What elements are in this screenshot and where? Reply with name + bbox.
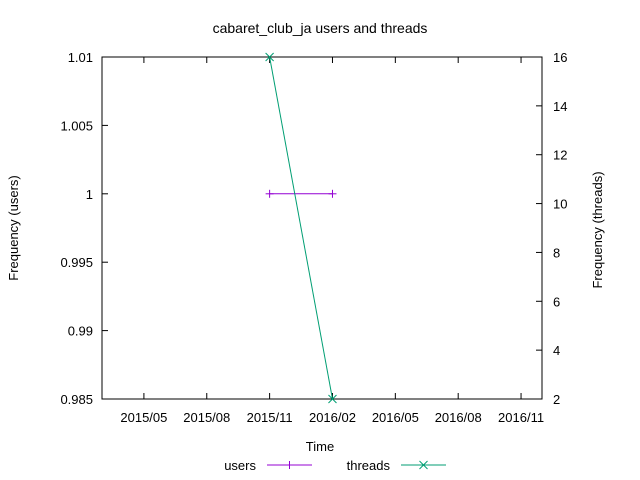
left-y-tick-label: 0.99 <box>68 324 93 339</box>
left-y-tick-label: 1 <box>86 187 93 202</box>
legend: users threads <box>224 458 446 473</box>
x-tick-label: 2015/05 <box>120 410 167 425</box>
right-y-axis-label: Frequency (threads) <box>590 171 605 288</box>
x-tick-label: 2016/08 <box>435 410 482 425</box>
chart-title: cabaret_club_ja users and threads <box>213 20 428 36</box>
point-marker <box>328 394 337 404</box>
x-tick-label: 2016/02 <box>309 410 356 425</box>
right-y-tick-label: 2 <box>553 392 560 407</box>
point-marker <box>265 52 274 62</box>
x-tick-label: 2016/11 <box>498 410 544 425</box>
x-axis-label: Time <box>306 439 334 454</box>
x-tick-label: 2015/11 <box>247 410 293 425</box>
point-marker <box>419 460 428 470</box>
left-y-tick-label: 1.005 <box>60 118 93 133</box>
left-y-tick-label: 1.01 <box>68 50 93 65</box>
left-y-axis-label: Frequency (users) <box>6 175 21 280</box>
right-y-tick-label: 14 <box>553 99 567 114</box>
legend-label: threads <box>347 458 391 473</box>
left-y-axis: 0.985 0.99 0.995 1 1.005 1.01 <box>60 50 108 407</box>
series-threads <box>265 52 337 404</box>
right-y-tick-label: 6 <box>553 294 560 309</box>
right-y-tick-label: 10 <box>553 197 567 212</box>
left-y-tick-label: 0.995 <box>60 255 93 270</box>
x-axis: 2015/05 2015/08 2015/11 2016/02 2016/05 2016/… <box>120 57 544 425</box>
x-tick-label: 2015/08 <box>183 410 230 425</box>
right-y-tick-label: 12 <box>553 148 567 163</box>
plot-area-frame <box>101 56 543 400</box>
right-y-axis: 2 4 6 8 10 12 14 16 <box>536 50 567 407</box>
series-users <box>265 189 337 198</box>
right-y-tick-label: 16 <box>553 50 567 65</box>
series-line <box>269 56 333 400</box>
x-tick-label: 2016/05 <box>372 410 419 425</box>
right-y-tick-label: 8 <box>553 245 560 260</box>
right-y-tick-label: 4 <box>553 343 560 358</box>
legend-entry: users <box>224 458 312 473</box>
legend-entry: threads <box>347 458 446 473</box>
series-layer <box>265 52 337 404</box>
legend-label: users <box>224 458 256 473</box>
left-y-tick-label: 0.985 <box>60 392 93 407</box>
